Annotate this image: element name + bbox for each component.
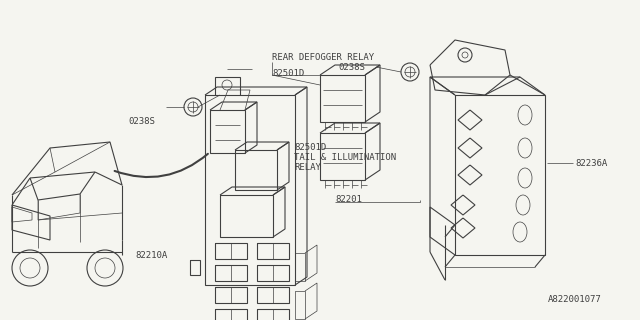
Text: REAR DEFOGGER RELAY: REAR DEFOGGER RELAY [272,53,374,62]
Text: A822001077: A822001077 [548,295,602,305]
Text: 82501D: 82501D [294,143,326,153]
Text: 82210A: 82210A [135,251,167,260]
Text: TAIL & ILLUMINATION: TAIL & ILLUMINATION [294,154,396,163]
Text: 0238S: 0238S [128,116,155,125]
Text: RELAY: RELAY [294,164,321,172]
Text: 82201: 82201 [335,196,362,204]
Text: 82236A: 82236A [575,158,607,167]
FancyArrowPatch shape [115,154,208,177]
Text: 82501D: 82501D [272,68,304,77]
Text: 0238S: 0238S [338,62,365,71]
